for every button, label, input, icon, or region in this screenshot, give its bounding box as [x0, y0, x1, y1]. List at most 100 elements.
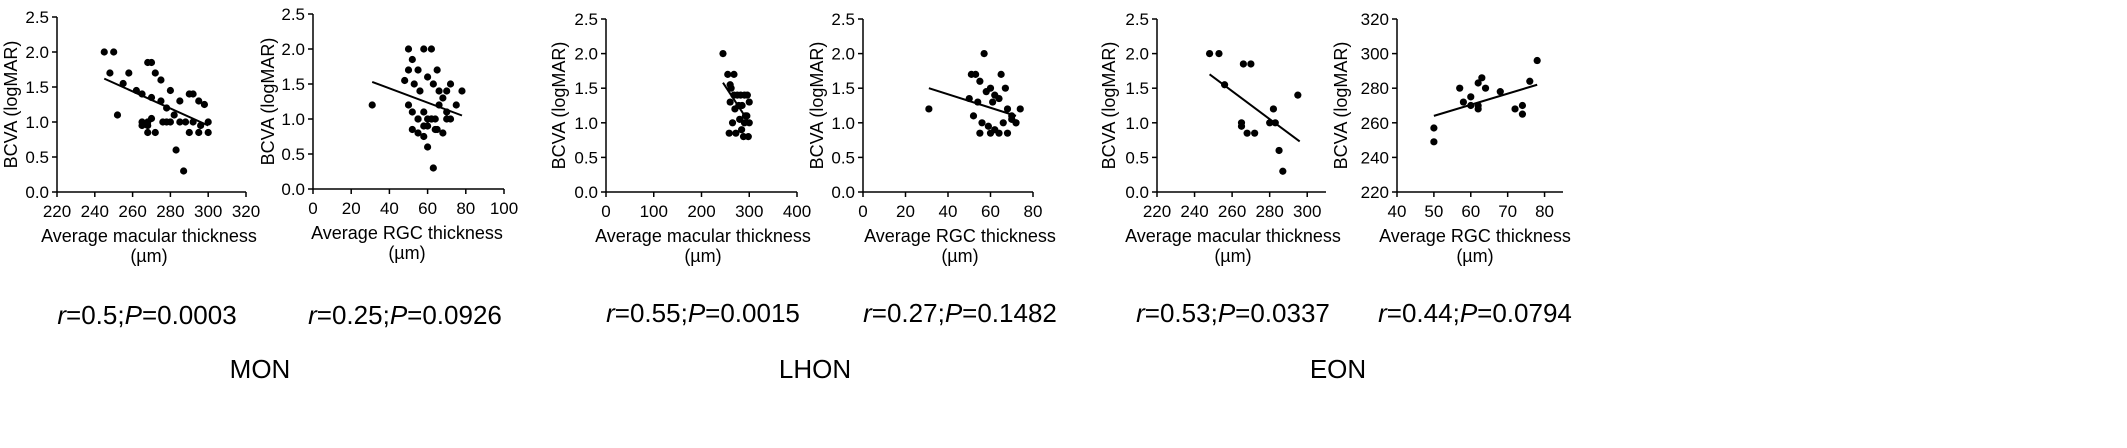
data-point — [144, 121, 152, 130]
x-tick-label: 300 — [735, 202, 763, 221]
y-tick-label: 220 — [1361, 183, 1389, 202]
x-tick-label: 200 — [687, 202, 715, 221]
data-point — [1215, 50, 1223, 58]
data-point — [404, 101, 413, 109]
data-point — [1533, 56, 1541, 65]
data-point — [743, 91, 751, 99]
data-point — [166, 86, 174, 95]
x-tick-label: 240 — [81, 202, 109, 221]
data-point — [724, 70, 732, 78]
data-point — [151, 69, 159, 77]
data-point — [1239, 60, 1247, 68]
stat-lhon-macular: r=0.55;P=0.0015 — [606, 298, 800, 328]
y-tick-label: 1.0 — [574, 114, 598, 133]
y-tick-label: 0.0 — [281, 180, 305, 199]
data-point — [185, 128, 193, 137]
data-point — [420, 45, 428, 53]
data-point — [113, 111, 122, 119]
data-point — [439, 94, 447, 102]
data-point — [368, 101, 376, 109]
data-point — [200, 100, 209, 109]
y-tick-label: 2.5 — [25, 8, 49, 27]
data-point — [125, 69, 133, 77]
data-point — [429, 80, 437, 88]
data-point — [976, 129, 984, 137]
data-point — [995, 94, 1003, 103]
data-point — [1526, 77, 1534, 85]
data-point — [204, 128, 212, 137]
data-point — [404, 45, 413, 53]
group-label-mon: MON — [229, 354, 291, 384]
data-point — [408, 125, 416, 134]
data-point — [420, 132, 428, 141]
x-axis-title: Average RGC thickness — [1379, 226, 1571, 246]
data-point — [1511, 105, 1519, 113]
x-tick-label: 100 — [490, 199, 518, 218]
x-tick-label: 240 — [1180, 202, 1208, 221]
stat-eon-macular: r=0.53;P=0.0337 — [1136, 298, 1330, 328]
trend-line — [928, 87, 1017, 117]
data-point — [410, 80, 418, 88]
data-point — [727, 84, 735, 92]
data-point — [1430, 124, 1438, 132]
y-tick-label: 320 — [1361, 10, 1389, 29]
x-tick-label: 300 — [1293, 202, 1321, 221]
y-tick-label: 1.5 — [281, 75, 305, 94]
x-tick-label: 0 — [601, 202, 610, 221]
y-tick-label: 0.0 — [574, 183, 598, 202]
x-tick-label: 260 — [118, 202, 146, 221]
y-axis-title: BCVA (logMAR) — [807, 42, 827, 170]
data-point — [745, 98, 753, 106]
data-point — [997, 70, 1005, 78]
stat-mon-macular: r=0.5;P=0.0003 — [57, 300, 237, 330]
y-tick-label: 0.5 — [831, 148, 855, 167]
data-point — [1001, 84, 1009, 92]
x-axis-title: Average RGC thickness — [864, 226, 1056, 246]
x-tick-label: 80 — [1535, 202, 1554, 221]
stat-mon-rgc: r=0.25;P=0.0926 — [308, 300, 502, 330]
x-axis-title: Average RGC thickness — [311, 223, 503, 243]
data-point — [408, 108, 416, 116]
y-tick-label: 2.0 — [281, 40, 305, 59]
data-point — [1237, 122, 1246, 130]
data-point — [189, 90, 197, 98]
data-point — [719, 50, 727, 58]
x-tick-label: 60 — [1461, 202, 1480, 221]
data-point — [147, 58, 156, 67]
stat-lhon-rgc: r=0.27;P=0.1482 — [863, 298, 1057, 328]
data-point — [458, 87, 466, 95]
x-tick-label: 40 — [939, 202, 958, 221]
trend-line — [103, 77, 209, 127]
data-point — [1275, 146, 1283, 155]
trend-line — [1433, 83, 1538, 117]
y-tick-label: 2.0 — [831, 45, 855, 64]
data-point — [1247, 60, 1255, 68]
data-point — [732, 129, 740, 137]
y-tick-label: 2.0 — [25, 43, 49, 62]
y-axis-title: BCVA (logMAR) — [258, 38, 278, 166]
y-tick-label: 2.5 — [281, 5, 305, 24]
data-point — [1003, 129, 1012, 137]
data-point — [431, 125, 439, 134]
data-point — [1496, 88, 1504, 96]
data-point — [439, 129, 447, 137]
data-point — [1294, 91, 1302, 99]
data-point — [978, 119, 986, 127]
y-tick-label: 2.5 — [1125, 10, 1149, 29]
y-axis-title: BCVA (logMAR) — [1099, 42, 1119, 170]
data-point — [925, 105, 933, 113]
x-tick-label: 280 — [1255, 202, 1283, 221]
data-point — [180, 167, 188, 175]
x-axis-title: Average macular thickness — [1125, 226, 1341, 246]
data-point — [424, 122, 432, 130]
data-point — [1474, 79, 1482, 87]
x-tick-label: 80 — [456, 199, 475, 218]
group-label-eon: EON — [1309, 354, 1367, 384]
data-point — [1251, 129, 1259, 137]
x-tick-label: 100 — [640, 202, 668, 221]
data-point — [728, 119, 737, 127]
y-tick-label: 2.5 — [574, 10, 598, 29]
y-tick-label: 1.5 — [1125, 79, 1149, 98]
x-tick-label: 320 — [232, 202, 260, 221]
